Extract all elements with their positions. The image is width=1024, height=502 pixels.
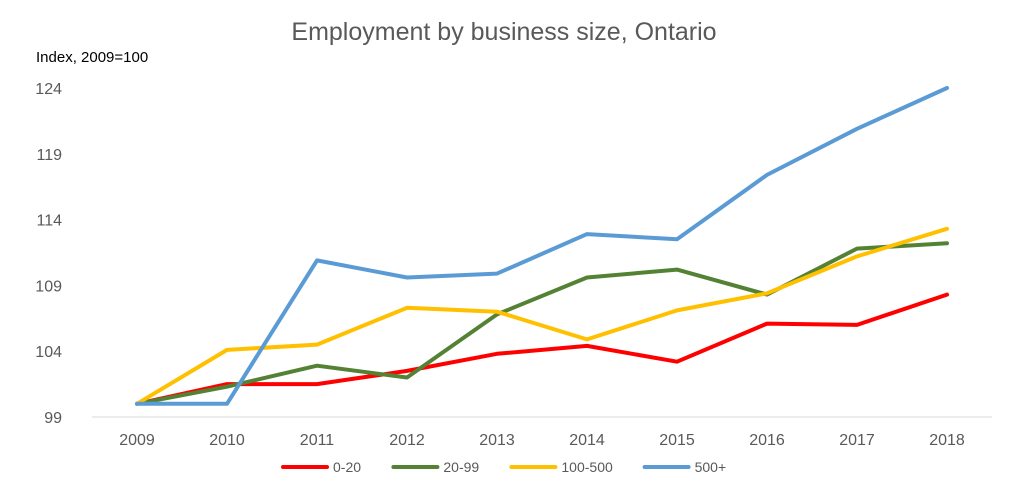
series-line-20-99 bbox=[135, 241, 949, 406]
chart-title: Employment by business size, Ontario bbox=[291, 18, 716, 46]
series-line-100-500 bbox=[135, 226, 949, 406]
x-tick-label: 2013 bbox=[479, 432, 515, 449]
legend-label-100-500: 100-500 bbox=[561, 459, 613, 475]
y-tick-label: 124 bbox=[35, 81, 62, 98]
x-tick-label: 2017 bbox=[839, 432, 875, 449]
x-tick-label: 2015 bbox=[659, 432, 695, 449]
x-tick-label: 2014 bbox=[569, 432, 605, 449]
x-tick-label: 2018 bbox=[929, 432, 965, 449]
y-tick-label: 99 bbox=[44, 410, 62, 427]
x-tick-label: 2009 bbox=[119, 432, 155, 449]
x-tick-label: 2011 bbox=[300, 432, 335, 449]
y-tick-label: 114 bbox=[36, 213, 62, 230]
y-tick-label: 104 bbox=[35, 344, 62, 361]
series-line-0-20 bbox=[135, 292, 949, 406]
legend-label-20-99: 20-99 bbox=[443, 459, 479, 475]
legend-label-0-20: 0-20 bbox=[333, 459, 361, 475]
y-axis-label: Index, 2009=100 bbox=[36, 49, 148, 66]
legend-label-500+: 500+ bbox=[695, 459, 727, 475]
x-tick-label: 2016 bbox=[749, 432, 785, 449]
x-tick-label: 2010 bbox=[209, 432, 245, 449]
series-line-500+ bbox=[135, 86, 949, 406]
y-tick-label: 119 bbox=[36, 147, 62, 164]
y-tick-label: 109 bbox=[35, 278, 62, 295]
y-axis-ticks: 99 104 109 114 119 124 bbox=[35, 81, 62, 427]
series-lines bbox=[135, 86, 949, 406]
x-tick-label: 2012 bbox=[389, 432, 425, 449]
legend: 0-20 20-99 100-500 500+ bbox=[281, 459, 727, 475]
x-axis-ticks: 2009 2010 2011 2012 2013 2014 2015 2016 2017 2018 bbox=[119, 432, 965, 449]
